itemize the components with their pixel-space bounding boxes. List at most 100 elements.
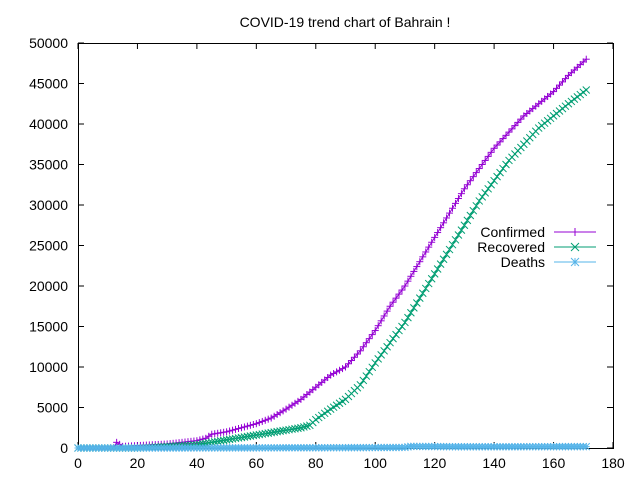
data-point-recovered — [582, 86, 591, 94]
data-point-recovered — [365, 367, 374, 376]
data-point-recovered — [463, 216, 472, 225]
y-tick-label: 10000 — [29, 359, 68, 375]
data-point-confirmed — [362, 339, 370, 347]
data-point-confirmed — [404, 277, 412, 285]
data-point-recovered — [436, 260, 445, 268]
data-point-recovered — [424, 279, 433, 288]
data-point-confirmed — [401, 282, 409, 290]
data-point-recovered — [439, 255, 448, 264]
data-point-confirmed — [460, 185, 468, 193]
chart-title: COVID-19 trend chart of Bahrain ! — [240, 14, 451, 30]
legend-marker-recovered — [570, 242, 580, 252]
data-point-confirmed — [472, 169, 480, 177]
y-tick-label: 20000 — [29, 278, 68, 294]
data-point-recovered — [300, 423, 308, 431]
data-point-confirmed — [365, 335, 373, 343]
data-point-confirmed — [550, 88, 558, 96]
data-point-confirmed — [240, 423, 248, 431]
y-tick-label: 5000 — [37, 400, 68, 416]
data-point-recovered — [484, 184, 493, 193]
data-point-confirmed — [440, 219, 448, 227]
data-point-recovered — [392, 330, 400, 339]
data-point-recovered — [466, 211, 475, 220]
data-point-confirmed — [484, 152, 492, 160]
data-point-confirmed — [267, 414, 275, 422]
data-point-recovered — [454, 231, 463, 239]
x-tick-label: 160 — [542, 455, 566, 471]
data-point-recovered — [412, 299, 421, 307]
x-tick-label: 0 — [74, 455, 82, 471]
y-tick-label: 50000 — [29, 35, 68, 51]
x-tick-label: 60 — [249, 455, 265, 471]
x-tick-label: 180 — [601, 455, 625, 471]
legend-label-deaths: Deaths — [501, 254, 545, 270]
data-point-confirmed — [389, 298, 397, 306]
data-point-recovered — [380, 346, 388, 355]
data-point-confirmed — [451, 199, 459, 207]
data-point-confirmed — [386, 302, 394, 310]
data-point-confirmed — [235, 425, 242, 433]
data-point-confirmed — [374, 322, 382, 330]
data-point-confirmed — [377, 317, 385, 325]
x-tick-label: 80 — [308, 455, 324, 471]
data-point-confirmed — [496, 138, 504, 146]
data-point-recovered — [415, 294, 424, 303]
data-point-recovered — [297, 423, 305, 432]
y-tick-label: 15000 — [29, 319, 68, 335]
x-tick-label: 140 — [482, 455, 506, 471]
data-point-confirmed — [582, 55, 590, 63]
data-point-recovered — [377, 350, 386, 359]
data-point-recovered — [303, 422, 311, 430]
legend-label-confirmed: Confirmed — [480, 224, 545, 240]
data-point-confirmed — [255, 419, 263, 427]
data-point-recovered — [487, 180, 495, 189]
data-point-confirmed — [478, 161, 486, 168]
data-point-confirmed — [356, 347, 364, 355]
data-point-confirmed — [428, 238, 436, 246]
data-point-confirmed — [481, 156, 489, 164]
data-point-recovered — [430, 269, 439, 278]
data-point-confirmed — [232, 425, 240, 433]
data-point-deaths — [582, 442, 591, 451]
data-point-confirmed — [407, 272, 415, 280]
data-point-confirmed — [422, 248, 430, 256]
x-tick-label: 120 — [423, 455, 447, 471]
data-point-confirmed — [446, 209, 454, 217]
data-point-confirmed — [333, 368, 341, 376]
data-point-recovered — [398, 322, 406, 331]
data-point-confirmed — [431, 233, 439, 241]
y-axis: 0 5000 10000 15000 20000 25000 30000 35000 40000… — [29, 35, 613, 456]
data-point-confirmed — [443, 214, 451, 222]
data-point-recovered — [368, 363, 377, 372]
y-tick-label: 35000 — [29, 157, 68, 173]
legend-label-recovered: Recovered — [477, 239, 545, 255]
data-point-confirmed — [336, 366, 344, 374]
data-point-recovered — [457, 226, 466, 234]
x-tick-label: 100 — [364, 455, 388, 471]
data-point-confirmed — [380, 312, 388, 320]
data-point-confirmed — [475, 165, 483, 173]
y-tick-label: 25000 — [29, 238, 68, 254]
data-point-confirmed — [463, 181, 471, 189]
data-point-confirmed — [285, 403, 293, 411]
data-point-recovered — [475, 197, 484, 205]
data-point-confirmed — [350, 353, 358, 361]
data-point-recovered — [442, 250, 451, 259]
data-point-recovered — [383, 342, 391, 351]
data-point-recovered — [469, 206, 478, 215]
data-point-confirmed — [229, 426, 237, 434]
data-point-confirmed — [342, 363, 349, 371]
data-point-confirmed — [517, 115, 525, 123]
data-point-confirmed — [243, 422, 251, 430]
legend-marker-confirmed — [571, 228, 579, 236]
data-point-recovered — [421, 284, 430, 293]
data-point-recovered — [389, 334, 397, 343]
data-point-confirmed — [556, 81, 563, 89]
data-point-confirmed — [449, 204, 456, 212]
data-point-confirmed — [327, 371, 335, 379]
data-point-recovered — [448, 240, 457, 249]
data-point-confirmed — [469, 173, 477, 181]
data-point-recovered — [401, 318, 409, 327]
